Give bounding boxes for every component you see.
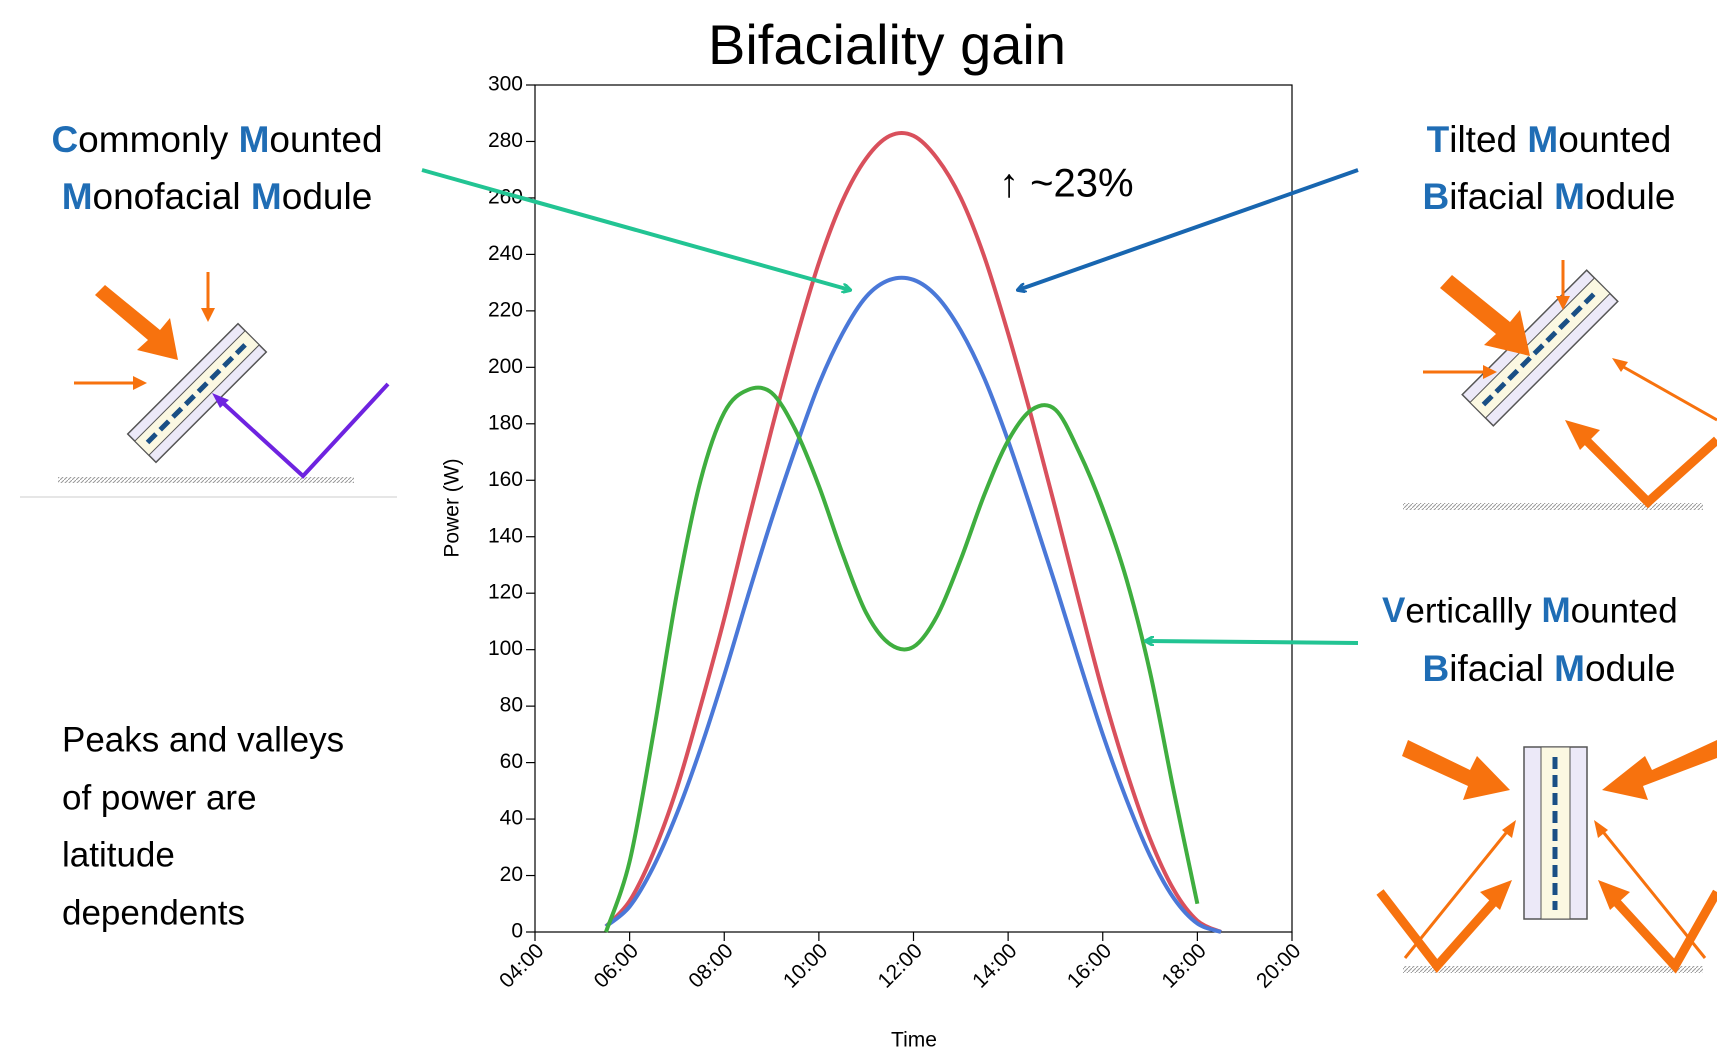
vertical-sketch xyxy=(1376,740,1717,974)
y-tick-label: 200 xyxy=(488,355,523,378)
tilted-sketch xyxy=(1403,260,1717,510)
x-tick-label: 16:00 xyxy=(1063,939,1116,992)
y-tick-label: 160 xyxy=(488,468,523,491)
gain-annotation: ↑ ~23% xyxy=(999,162,1134,206)
y-tick-label: 0 xyxy=(511,920,523,943)
y-axis-label: Power (W) xyxy=(441,458,464,557)
note-line: of power are xyxy=(62,778,257,817)
x-tick-label: 20:00 xyxy=(1252,939,1305,992)
monofacial-sketch xyxy=(20,272,397,498)
y-tick-label: 120 xyxy=(488,581,523,604)
x-tick-label: 18:00 xyxy=(1157,939,1210,992)
module-label: Verticallly Mounted xyxy=(1382,591,1678,630)
x-tick-label: 14:00 xyxy=(968,939,1021,992)
y-tick-label: 300 xyxy=(488,73,523,96)
x-tick-label: 06:00 xyxy=(590,939,643,992)
y-tick-label: 40 xyxy=(500,807,523,830)
y-tick-label: 20 xyxy=(500,863,523,886)
x-tick-label: 10:00 xyxy=(779,939,832,992)
y-tick-label: 220 xyxy=(488,298,523,321)
y-tick-label: 280 xyxy=(488,129,523,152)
x-axis-label: Time xyxy=(891,1029,937,1052)
y-tick-label: 180 xyxy=(488,411,523,434)
x-tick-label: 08:00 xyxy=(684,939,737,992)
y-tick-label: 100 xyxy=(488,637,523,660)
x-tick-label: 12:00 xyxy=(874,939,927,992)
pointer-arrow xyxy=(421,168,850,290)
series-line xyxy=(604,131,1222,934)
module-label: Bifacial Module xyxy=(1423,176,1676,217)
series-line xyxy=(604,385,1200,933)
plot-area: 0204060801001201401601802002202402602803… xyxy=(488,73,1306,993)
series-line xyxy=(604,275,1222,934)
y-tick-label: 140 xyxy=(488,524,523,547)
module-label: Bifacial Module xyxy=(1423,648,1676,689)
pointer-arrow xyxy=(1018,168,1359,290)
note-line: dependents xyxy=(62,893,245,932)
module-label: Monofacial Module xyxy=(62,176,373,217)
y-tick-label: 240 xyxy=(488,242,523,265)
y-tick-label: 60 xyxy=(500,750,523,773)
module-label: Tilted Mounted xyxy=(1427,119,1672,160)
note-line: latitude xyxy=(62,835,175,874)
y-tick-label: 80 xyxy=(500,694,523,717)
x-tick-label: 04:00 xyxy=(495,939,548,992)
module-label: Commonly Mounted xyxy=(51,119,382,160)
note-line: Peaks and valleys xyxy=(62,720,344,759)
chart-title: Bifaciality gain xyxy=(708,13,1066,76)
pointer-arrow xyxy=(1146,641,1359,643)
